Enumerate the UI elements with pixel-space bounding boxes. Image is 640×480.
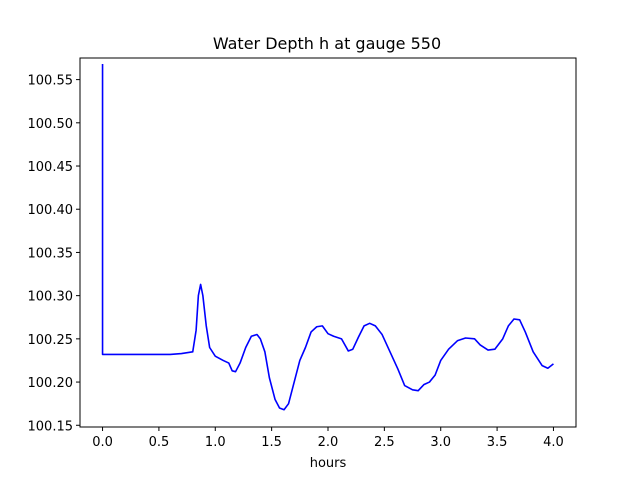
y-tick-label: 100.35: [28, 246, 74, 261]
x-tick-label: 3.0: [430, 435, 451, 450]
y-tick-label: 100.50: [28, 117, 74, 132]
x-tick-label: 2.5: [374, 435, 395, 450]
axes-frame: [79, 57, 577, 428]
y-tick-label: 100.45: [28, 160, 74, 175]
chart-title: Water Depth h at gauge 550: [213, 34, 441, 53]
y-tick-label: 100.25: [28, 333, 74, 348]
x-tick-label: 4.0: [543, 435, 564, 450]
x-tick-label: 0.0: [92, 435, 113, 450]
y-tick-label: 100.15: [28, 419, 74, 434]
x-tick-label: 3.5: [487, 435, 508, 450]
plot-area: 0.0 0.5 1.0 1.5 2.0 2.5 3.0 3.5 4.0 100.15 100.20 1…: [28, 64, 564, 450]
x-tick-label: 1.0: [205, 435, 226, 450]
x-axis-label: hours: [310, 456, 347, 471]
x-tick-label: 0.5: [149, 435, 170, 450]
y-tick-label: 100.20: [28, 376, 74, 391]
x-tick-label: 1.5: [261, 435, 282, 450]
y-tick-label: 100.40: [28, 203, 74, 218]
y-tick-label: 100.30: [28, 290, 74, 305]
x-tick-label: 2.0: [318, 435, 339, 450]
series-line-0: [101, 64, 554, 411]
y-tick-label: 100.55: [28, 74, 74, 89]
